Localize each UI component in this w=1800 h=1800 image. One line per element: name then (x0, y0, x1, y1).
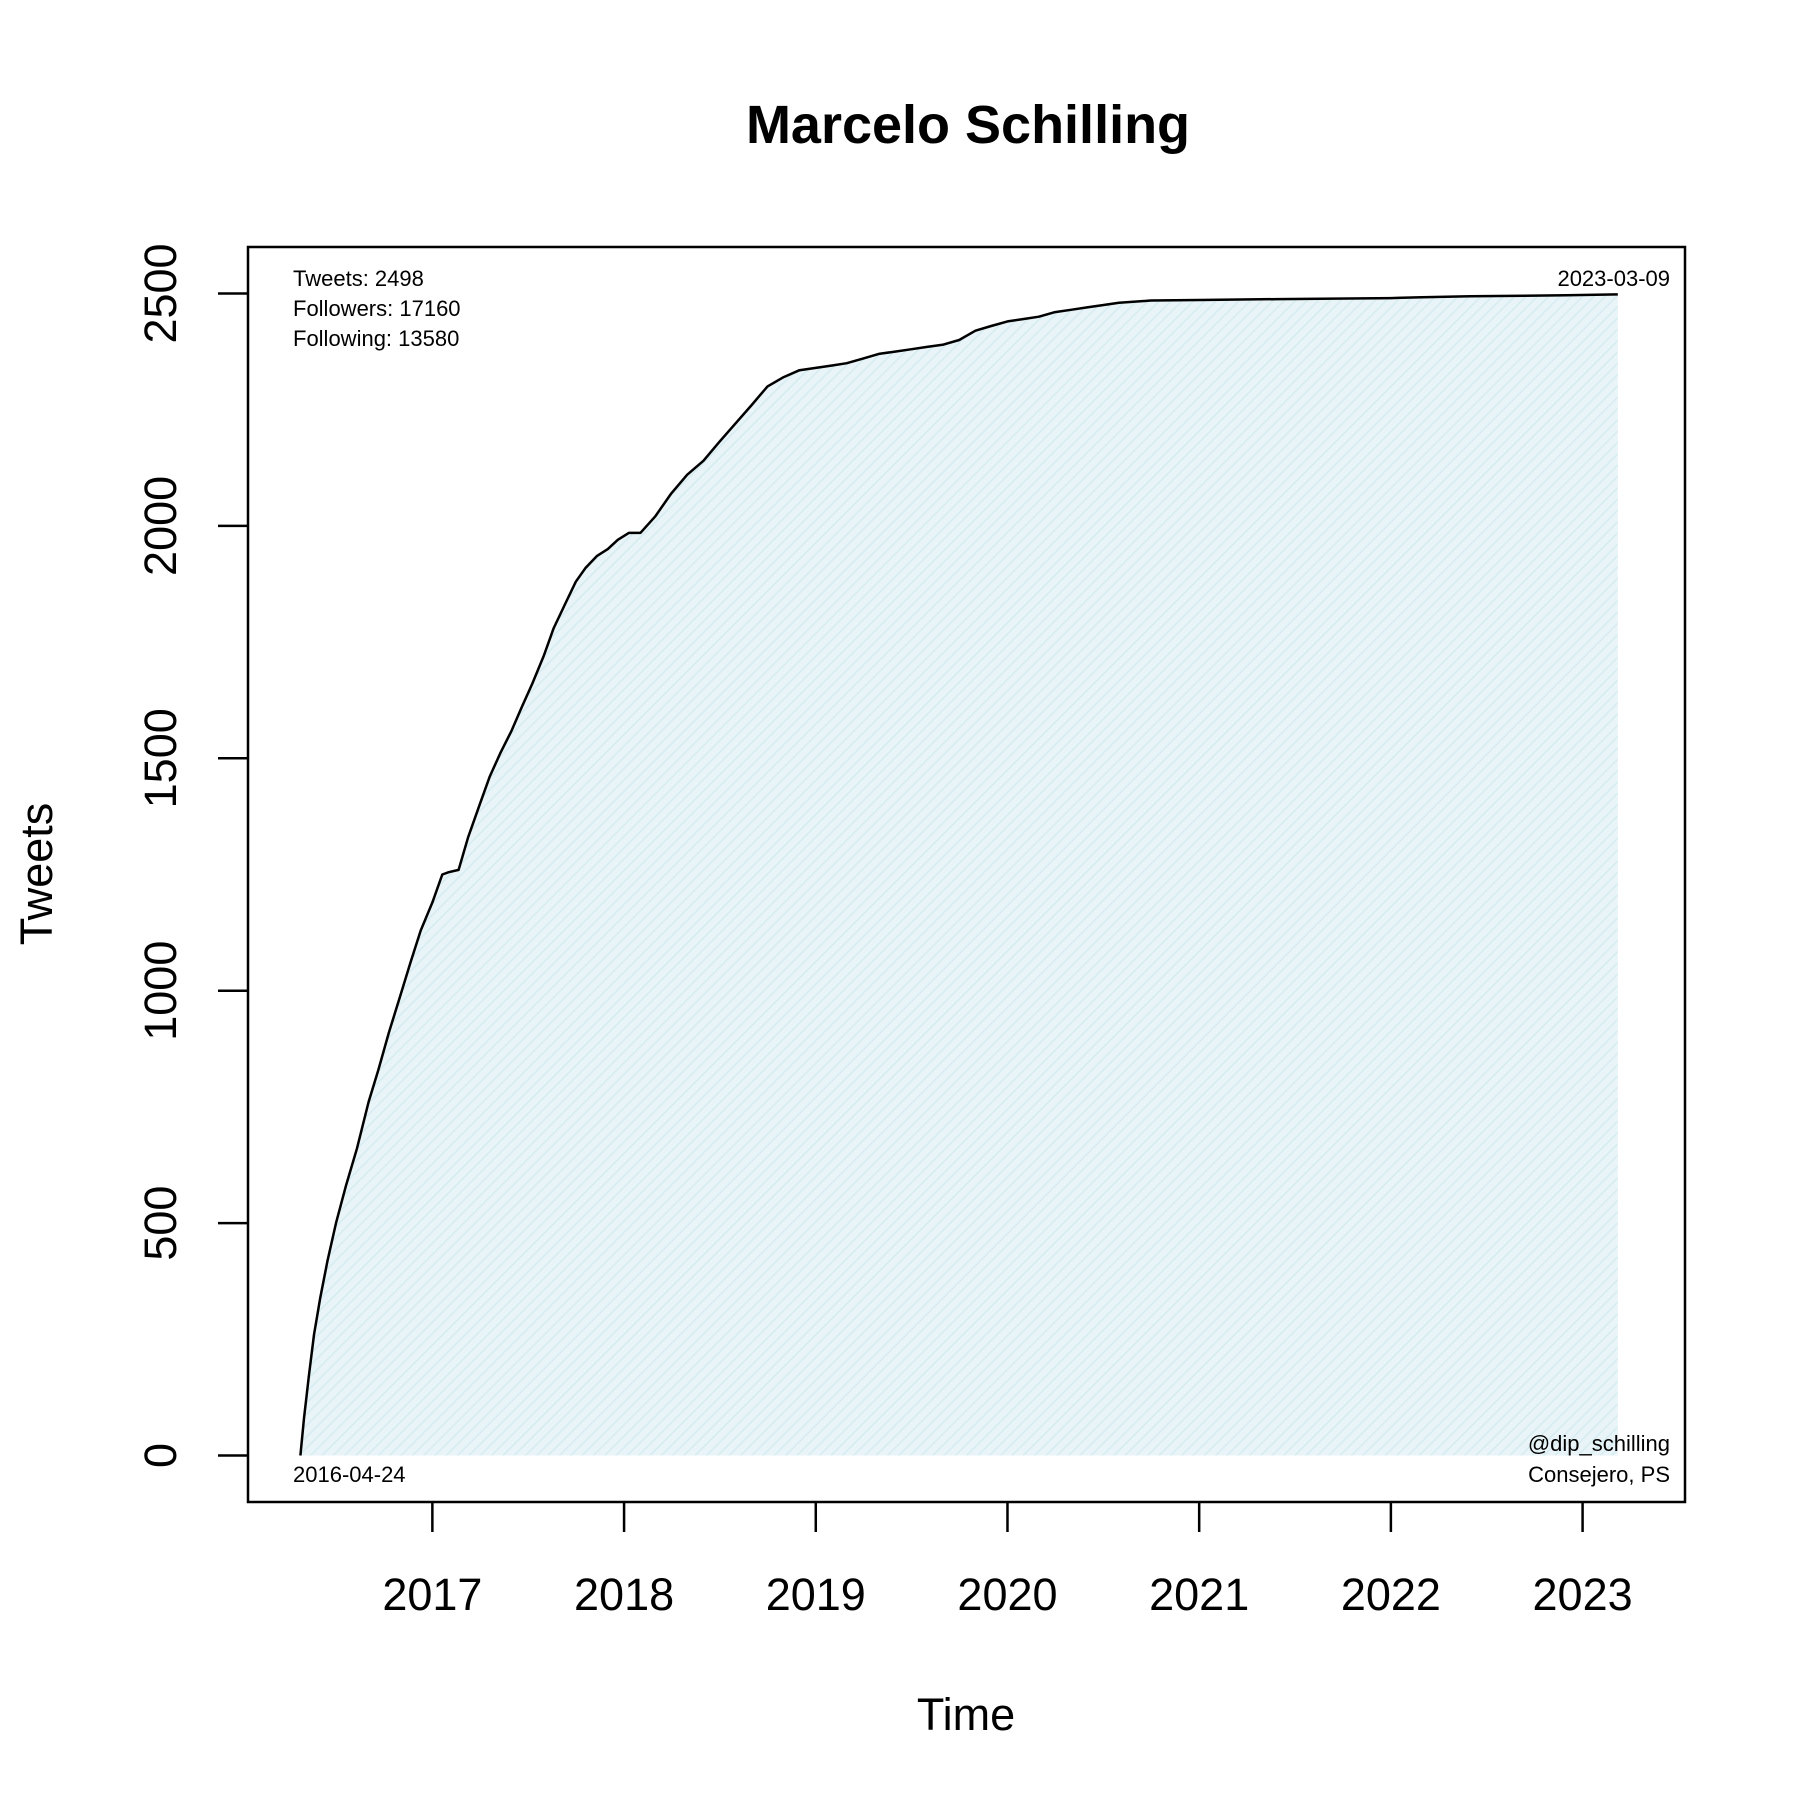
y-axis: 0 500 1000 1500 2000 2500 (135, 243, 248, 1468)
x-tick-label-2018: 2018 (574, 1569, 674, 1620)
x-tick-label-2017: 2017 (382, 1569, 482, 1620)
x-tick-label-2022: 2022 (1341, 1569, 1441, 1620)
tweets-line (299, 293, 1618, 1456)
y-tick-label-1500: 1500 (135, 708, 186, 808)
y-tick-label-2000: 2000 (135, 476, 186, 576)
stat-following: Following: 13580 (293, 326, 459, 351)
x-tick-label-2020: 2020 (957, 1569, 1057, 1620)
y-tick-label-500: 500 (135, 1186, 186, 1261)
y-axis-title: Tweets (11, 803, 62, 946)
role-label: Consejero, PS (1528, 1462, 1670, 1487)
stat-followers: Followers: 17160 (293, 296, 461, 321)
stat-tweets: Tweets: 2498 (293, 266, 424, 291)
plot-frame (246, 245, 1687, 1504)
y-tick-label-0: 0 (135, 1443, 186, 1468)
x-axis: 2017 2018 2019 2020 2021 2022 2023 (382, 1502, 1633, 1620)
x-tick-label-2021: 2021 (1149, 1569, 1249, 1620)
tweets-area-fill (300, 294, 1618, 1456)
x-axis-title: Time (917, 1689, 1015, 1740)
handle-label: @dip_schilling (1528, 1431, 1670, 1456)
end-date-label: 2023-03-09 (1557, 266, 1670, 291)
x-tick-label-2019: 2019 (766, 1569, 866, 1620)
x-tick-label-2023: 2023 (1533, 1569, 1633, 1620)
start-date-label: 2016-04-24 (293, 1462, 406, 1487)
y-tick-label-2500: 2500 (135, 243, 186, 343)
chart-title: Marcelo Schilling (746, 95, 1190, 155)
y-tick-label-1000: 1000 (135, 941, 186, 1041)
